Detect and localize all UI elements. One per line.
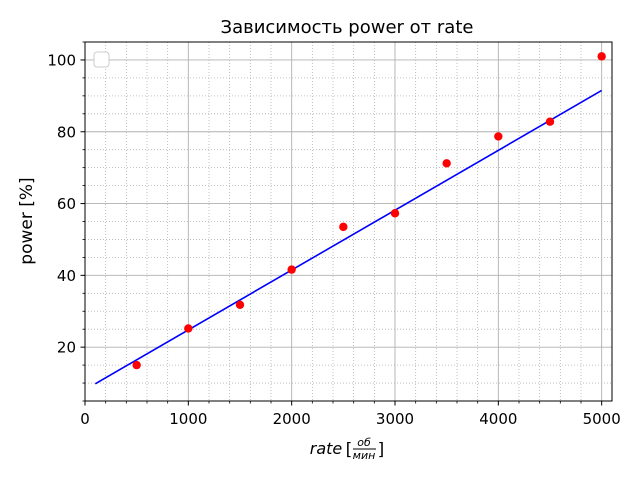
x-axis-unit-numerator: об (357, 436, 371, 449)
x-axis-label-name: rate (310, 439, 343, 458)
data-point (339, 222, 348, 232)
data-point (235, 300, 245, 309)
x-axis-label: rate [ об мин ] (310, 436, 385, 462)
y-axis-label: power [%] (17, 177, 37, 264)
legend-box (93, 51, 110, 68)
x-tick-label: 5000 (583, 410, 621, 428)
y-tick-label: 80 (57, 123, 76, 141)
x-axis-label-bracket-close: ] (378, 440, 385, 460)
fit-line (94, 89, 603, 385)
y-tick-label: 60 (57, 195, 76, 213)
chart-title: Зависимость power от rate (221, 17, 474, 38)
y-ticks: 20 40 60 80 100 (47, 41, 85, 402)
x-axis-label-bracket-open: [ (346, 440, 353, 460)
data-point (184, 324, 193, 333)
y-tick-label: 40 (57, 267, 76, 285)
data-point (287, 265, 296, 274)
x-tick-label: 1000 (169, 410, 207, 428)
x-axis-unit-denominator: мин (353, 449, 376, 462)
data-point (597, 52, 606, 61)
x-tick-label: 3000 (376, 410, 414, 428)
x-tick-label: 4000 (479, 410, 517, 428)
y-tick-label: 100 (47, 51, 76, 69)
data-point (132, 360, 141, 370)
x-tick-label: 2000 (273, 410, 311, 428)
x-tick-label: 0 (80, 410, 90, 428)
data-point (545, 117, 555, 126)
fit-line-layer (94, 89, 603, 385)
data-point (390, 209, 400, 218)
data-point (442, 159, 451, 168)
data-point (494, 132, 503, 141)
points-layer (132, 52, 606, 370)
y-tick-label: 20 (57, 339, 76, 357)
x-ticks: 0 1000 2000 3000 4000 5000 (80, 401, 621, 428)
